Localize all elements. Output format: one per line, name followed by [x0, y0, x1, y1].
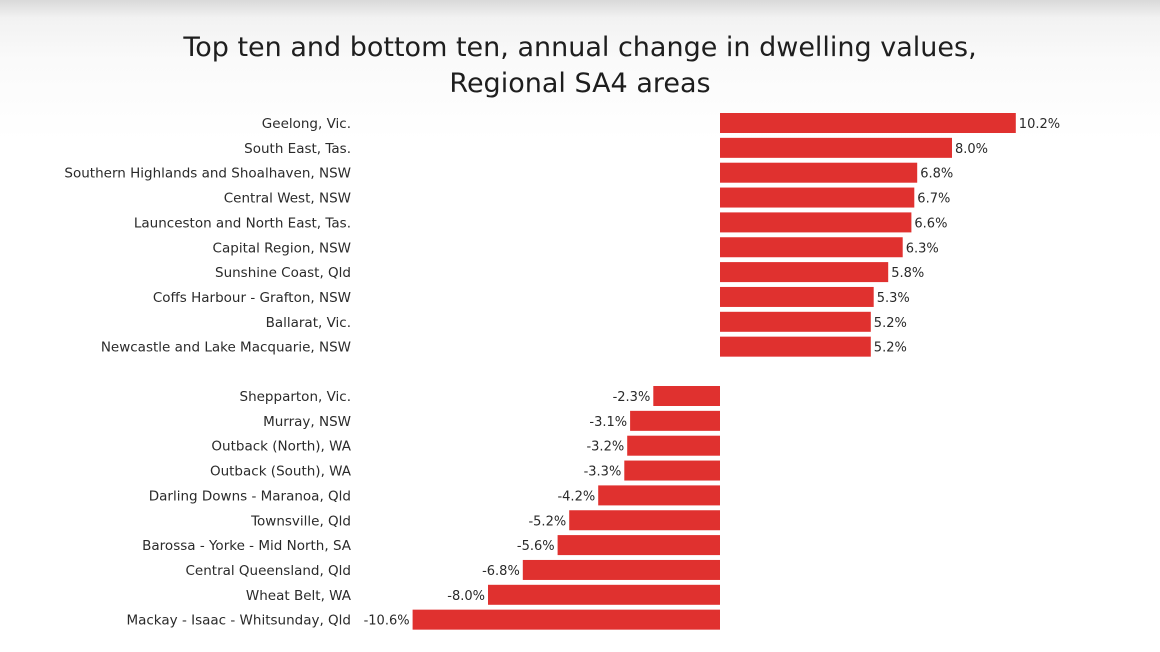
bar — [598, 485, 720, 506]
bar — [653, 386, 720, 406]
category-label: Central West, NSW — [224, 191, 351, 207]
data-label: -3.2% — [586, 440, 624, 455]
bar — [630, 410, 720, 431]
bar — [522, 559, 720, 580]
category-label: Launceston and North East, Tas. — [134, 215, 351, 231]
data-label: 6.3% — [906, 241, 939, 256]
bar — [720, 187, 915, 208]
data-label: -6.8% — [482, 564, 520, 579]
bar — [488, 584, 720, 605]
bar — [624, 460, 720, 481]
data-label: -2.3% — [613, 390, 651, 405]
category-label: Wheat Belt, WA — [246, 588, 352, 604]
bar — [720, 162, 918, 183]
category-label: Darling Downs - Maranoa, Qld — [149, 488, 351, 504]
data-label: -3.1% — [589, 415, 627, 430]
bar — [557, 535, 720, 556]
category-label: Capital Region, NSW — [213, 240, 351, 256]
bar — [720, 286, 874, 307]
data-label: -8.0% — [447, 589, 485, 604]
category-label: Geelong, Vic. — [262, 116, 351, 132]
chart-title: Top ten and bottom ten, annual change in… — [183, 32, 977, 99]
data-label: 10.2% — [1019, 117, 1060, 132]
category-label: Barossa - Yorke - Mid North, SA — [142, 538, 352, 554]
data-label: -3.3% — [584, 465, 622, 480]
data-label: 5.3% — [877, 291, 910, 306]
category-label: Outback (South), WA — [210, 464, 352, 480]
bar — [569, 510, 720, 531]
data-label: 6.7% — [917, 192, 950, 207]
category-label: Ballarat, Vic. — [266, 315, 351, 331]
category-label: Townsville, Qld — [250, 513, 351, 529]
bar — [720, 212, 912, 233]
category-label: Southern Highlands and Shoalhaven, NSW — [64, 166, 351, 182]
bar — [720, 137, 952, 158]
data-label: 6.8% — [920, 167, 953, 182]
bar — [720, 336, 871, 357]
category-label: Outback (North), WA — [211, 439, 351, 455]
bar — [720, 311, 871, 332]
data-label: -4.2% — [557, 489, 595, 504]
data-label: 6.6% — [914, 216, 947, 231]
category-label: Coffs Harbour - Grafton, NSW — [153, 290, 351, 306]
bar — [720, 237, 903, 258]
category-label: Mackay - Isaac - Whitsunday, Qld — [126, 613, 351, 629]
category-label: Central Queensland, Qld — [185, 563, 351, 579]
data-label: -10.6% — [364, 614, 410, 629]
category-label: Shepparton, Vic. — [240, 389, 352, 405]
data-label: 5.8% — [891, 266, 924, 281]
data-label: -5.2% — [528, 514, 566, 529]
data-label: -5.6% — [517, 539, 555, 554]
data-label: 5.2% — [874, 341, 907, 356]
category-label: Sunshine Coast, Qld — [215, 265, 351, 281]
category-label: South East, Tas. — [244, 141, 351, 157]
bar — [720, 113, 1016, 133]
category-label: Murray, NSW — [263, 414, 351, 430]
category-label: Newcastle and Lake Macquarie, NSW — [101, 340, 351, 356]
bar — [412, 609, 720, 630]
bar — [627, 435, 720, 456]
data-label: 5.2% — [874, 316, 907, 331]
data-label: 8.0% — [955, 142, 988, 157]
bar — [720, 262, 889, 283]
